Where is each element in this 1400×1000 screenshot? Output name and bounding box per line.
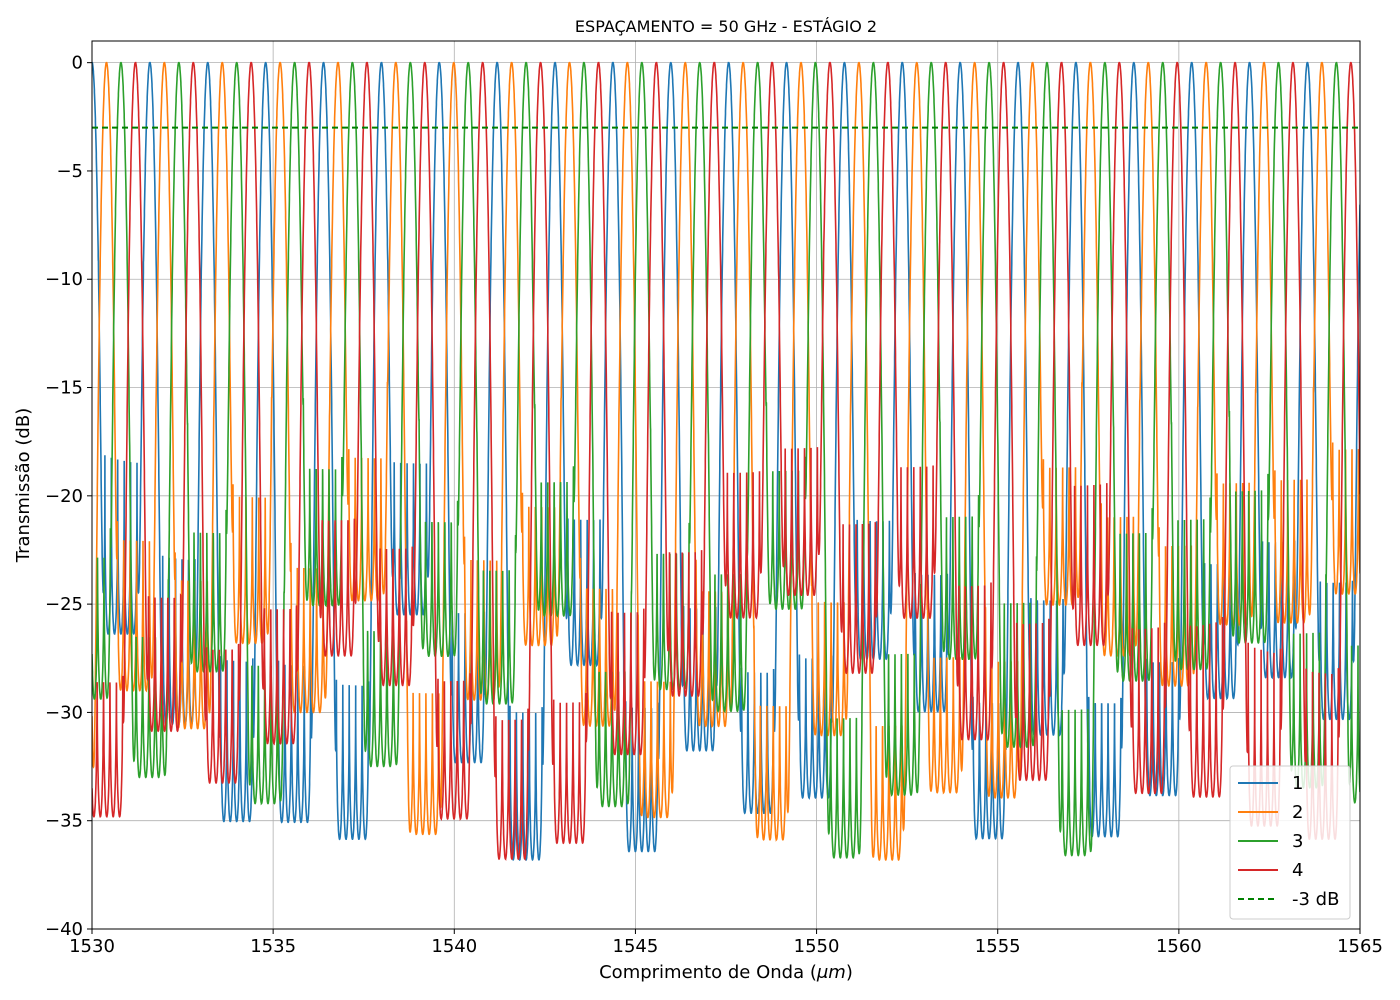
plot-frame bbox=[91, 40, 1361, 930]
x-axis-title-unit: μm bbox=[816, 962, 846, 983]
y-tick-label: −15 bbox=[45, 378, 83, 399]
chart-title: ESPAÇAMENTO = 50 GHz - ESTÁGIO 2 bbox=[575, 17, 877, 36]
x-tick-label: 1535 bbox=[250, 936, 296, 957]
y-tick-label: −10 bbox=[45, 269, 83, 290]
legend-label: 3 bbox=[1292, 831, 1303, 852]
y-tick-label: −25 bbox=[45, 594, 83, 615]
y-tick-label: −35 bbox=[45, 811, 83, 832]
y-tick-label: −40 bbox=[45, 919, 83, 940]
x-axis-title-suffix: ) bbox=[846, 962, 853, 983]
x-axis-title: Comprimento de Onda (μm) bbox=[599, 962, 853, 983]
legend-label: 4 bbox=[1292, 860, 1303, 881]
legend-label: -3 dB bbox=[1292, 889, 1339, 910]
x-tick-label: 1550 bbox=[794, 936, 840, 957]
series-line-2 bbox=[92, 61, 1360, 862]
x-tick-label: 1565 bbox=[1337, 936, 1383, 957]
legend-label: 1 bbox=[1292, 773, 1303, 794]
y-tick-label: −20 bbox=[45, 486, 83, 507]
legend-box bbox=[1229, 765, 1351, 920]
y-tick-label: −5 bbox=[56, 161, 83, 182]
series-line-3 bbox=[92, 61, 1360, 859]
y-tick-label: −30 bbox=[45, 702, 83, 723]
x-axis-title-prefix: Comprimento de Onda ( bbox=[599, 962, 817, 983]
x-tick-label: 1555 bbox=[975, 936, 1021, 957]
y-tick-label: 0 bbox=[72, 53, 83, 74]
x-tick-label: 1530 bbox=[69, 936, 115, 957]
legend-label: 2 bbox=[1292, 802, 1303, 823]
plot-series bbox=[92, 61, 1360, 862]
legend: 1 2 3 4 -3 dB bbox=[1229, 765, 1351, 920]
series-line-4 bbox=[92, 61, 1360, 861]
axis-ticks: 1530 1535 1540 1545 1550 1555 1560 1565 0 −5 −10 −1… bbox=[45, 53, 1383, 957]
x-tick-label: 1560 bbox=[1156, 936, 1202, 957]
x-tick-label: 1540 bbox=[431, 936, 477, 957]
x-tick-label: 1545 bbox=[613, 936, 659, 957]
y-axis-title: Transmissão (dB) bbox=[13, 408, 34, 563]
